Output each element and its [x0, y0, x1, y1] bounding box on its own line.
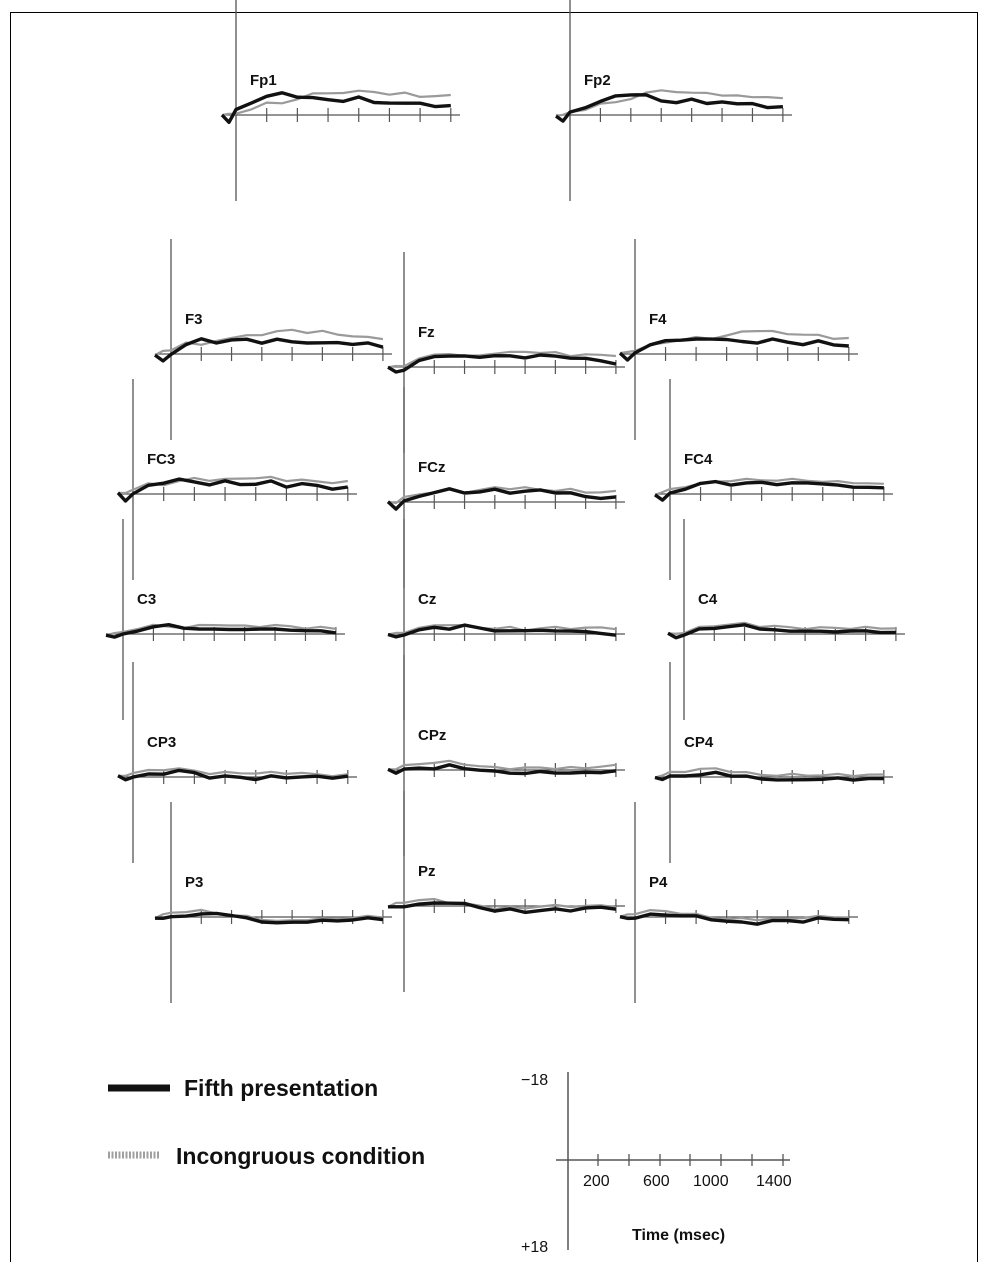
series-incongruous-c3	[105, 623, 337, 637]
electrode-label: FCz	[418, 459, 446, 476]
series-fifth-fc4	[654, 479, 884, 502]
electrode-panel-fp1: Fp1	[220, 0, 460, 201]
scale-bar: −18 +18 200 600 1000 1400 Time (msec)	[521, 1072, 792, 1256]
series-incongruous-fcz	[387, 486, 617, 505]
series-fifth-c3	[105, 623, 337, 639]
series-fifth-cpz	[387, 763, 617, 776]
legend: Fifth presentation Incongruous condition	[108, 1075, 425, 1169]
series-fifth-c4	[667, 623, 896, 640]
electrode-label: C4	[698, 591, 718, 608]
series-fifth-p3	[154, 911, 384, 925]
series-incongruous-fp1	[221, 89, 451, 117]
electrode-panel-fc3: FC3	[116, 379, 357, 580]
scale-ticks	[597, 1154, 784, 1166]
electrode-panel-c4: C4	[667, 519, 905, 720]
series-incongruous-p4	[619, 909, 849, 922]
series-incongruous-c4	[667, 621, 896, 635]
series-incongruous-f3	[154, 328, 384, 357]
scale-x-tick-label: 600	[643, 1173, 670, 1190]
electrode-label: P4	[649, 874, 668, 891]
series-fifth-fc3	[116, 477, 349, 503]
electrode-label: F3	[185, 311, 203, 328]
electrode-label: P3	[185, 874, 203, 891]
scale-y-bottom-label: +18	[521, 1239, 548, 1256]
electrode-label: Cz	[418, 591, 436, 608]
series-fifth-fp2	[555, 93, 784, 123]
series-fifth-pz	[388, 901, 617, 915]
electrode-label: C3	[137, 591, 156, 608]
series-incongruous-pz	[387, 897, 617, 911]
electrode-panel-pz: Pz	[387, 791, 625, 992]
legend-label-incongruous: Incongruous condition	[176, 1143, 425, 1169]
series-incongruous-fc4	[654, 477, 884, 496]
series-fifth-fcz	[386, 487, 617, 511]
series-fifth-f4	[618, 337, 849, 362]
legend-label-fifth: Fifth presentation	[184, 1075, 378, 1101]
scale-x-tick-label: 200	[583, 1173, 610, 1190]
panels-layer: Fp1 Fp2 F3 Fz F4 FC3 FCz FC4 C3 Cz C4 CP3 CPz CP4 P3 Pz…	[105, 0, 905, 1003]
electrode-label: Pz	[418, 863, 436, 880]
series-fifth-f3	[154, 337, 384, 363]
electrode-label: CPz	[418, 727, 446, 744]
electrode-panel-fz: Fz	[387, 252, 625, 453]
series-fifth-p4	[619, 912, 849, 926]
series-incongruous-cpz	[387, 759, 617, 771]
series-incongruous-fc3	[117, 475, 348, 495]
electrode-panel-cpz: CPz	[387, 655, 625, 856]
series-incongruous-cz	[387, 624, 617, 636]
electrode-panel-p4: P4	[619, 802, 858, 1003]
electrode-panel-cp3: CP3	[117, 662, 357, 863]
series-incongruous-cp3	[118, 767, 348, 778]
scale-x-tick-label: 1400	[756, 1173, 792, 1190]
series-fifth-fz	[387, 353, 617, 374]
electrode-label: FC3	[147, 451, 175, 468]
electrode-panel-f3: F3	[154, 239, 392, 440]
figure-frame	[10, 12, 978, 1262]
series-incongruous-cp4	[654, 767, 884, 779]
scale-x-title: Time (msec)	[632, 1227, 725, 1244]
electrode-panel-fp2: Fp2	[555, 0, 792, 201]
electrode-panel-c3: C3	[105, 519, 345, 720]
electrode-panel-cp4: CP4	[654, 662, 893, 863]
series-incongruous-p3	[154, 908, 384, 922]
electrode-label: FC4	[684, 451, 713, 468]
series-fifth-fp1	[220, 91, 451, 124]
electrode-label: F4	[649, 311, 667, 328]
electrode-label: Fz	[418, 324, 435, 341]
scale-x-tick-label: 1000	[693, 1173, 729, 1190]
electrode-label: CP3	[147, 734, 176, 751]
electrode-label: CP4	[684, 734, 714, 751]
electrode-panel-f4: F4	[618, 239, 858, 440]
series-fifth-cz	[387, 623, 617, 639]
series-fifth-cp3	[117, 768, 349, 782]
electrode-panel-cz: Cz	[387, 519, 625, 720]
series-fifth-cp4	[654, 770, 884, 782]
electrode-label: Fp1	[250, 72, 277, 89]
electrode-panel-fcz: FCz	[386, 387, 625, 588]
electrode-panel-fc4: FC4	[654, 379, 893, 580]
electrode-panel-p3: P3	[154, 802, 392, 1003]
series-incongruous-fz	[387, 350, 616, 369]
scale-y-top-label: −18	[521, 1072, 548, 1089]
electrode-label: Fp2	[584, 72, 611, 89]
